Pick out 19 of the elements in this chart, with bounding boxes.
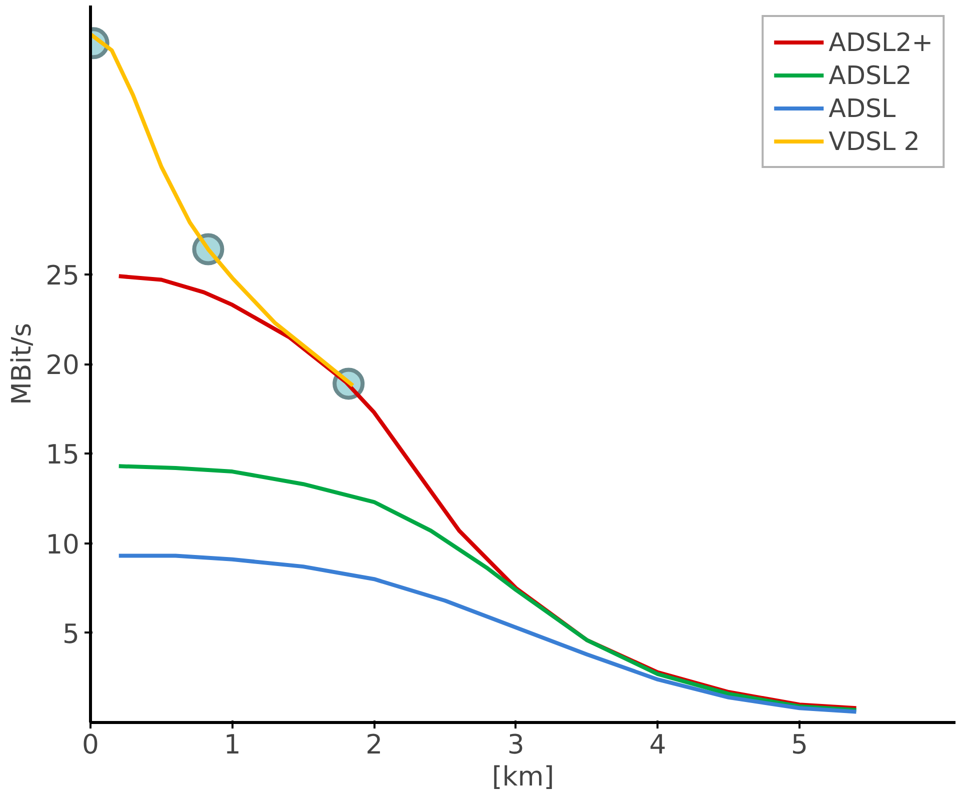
y-tick-label: 20	[46, 350, 80, 381]
line-series	[116, 464, 858, 712]
y-tick-label: 10	[46, 529, 80, 560]
y-tick-label: 25	[46, 260, 80, 292]
x-tick-label: 5	[791, 730, 808, 760]
legend-label: ADSL2	[828, 60, 912, 90]
legend-label: ADSL2+	[828, 27, 933, 57]
legend-label: VDSL 2	[828, 126, 920, 156]
y-tick-label: 5	[62, 618, 80, 650]
x-tick-label: 2	[366, 730, 383, 760]
y-tick-label: 15	[46, 440, 80, 471]
x-tick-label: 3	[507, 730, 524, 760]
line-series	[116, 554, 858, 714]
legend-label: ADSL	[828, 93, 896, 123]
x-tick-label: 1	[224, 730, 241, 760]
x-tick-label: 0	[82, 730, 99, 760]
y-axis-title: MBit/s	[6, 322, 38, 406]
x-tick-label: 4	[649, 730, 666, 760]
x-axis-title: [km]	[492, 762, 554, 792]
